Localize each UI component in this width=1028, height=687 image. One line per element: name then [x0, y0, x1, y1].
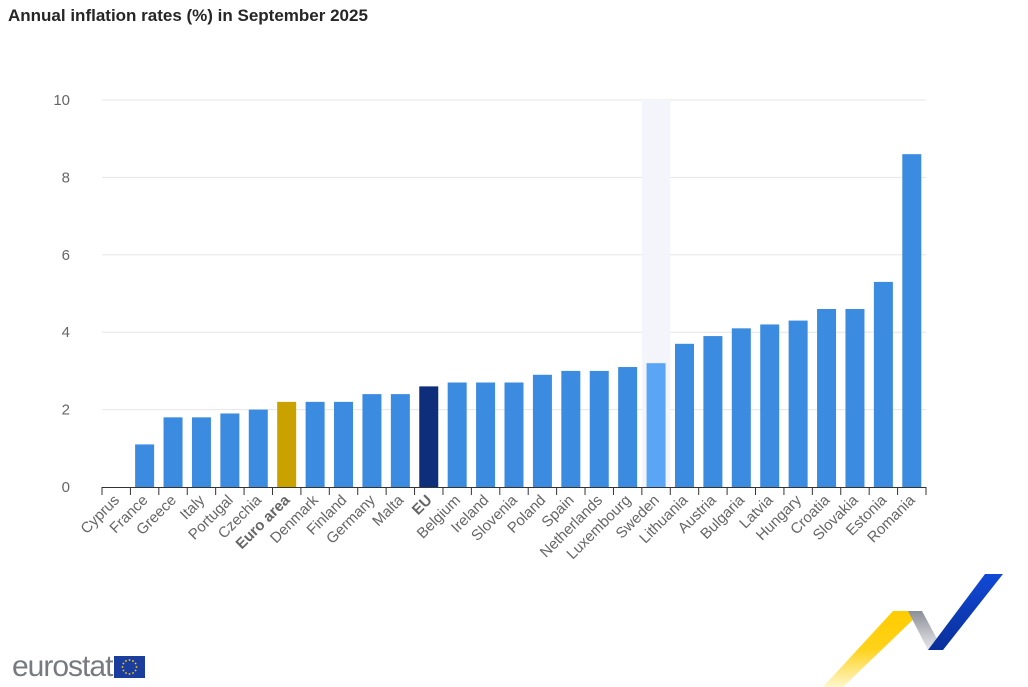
category-labels: CyprusFranceGreeceItalyPortugalCzechiaEu…: [77, 491, 919, 562]
bar-slovakia[interactable]: [845, 308, 865, 487]
x-axis: [101, 487, 927, 495]
bar-france[interactable]: [135, 444, 155, 487]
bar-bulgaria[interactable]: [731, 328, 751, 487]
bar-czechia[interactable]: [248, 409, 268, 487]
bar-belgium[interactable]: [447, 382, 467, 487]
bar-ireland[interactable]: [476, 382, 496, 487]
bar-eu[interactable]: [419, 386, 439, 487]
eurostat-ribbon-decoration: [823, 574, 1003, 687]
bar-luxembourg[interactable]: [618, 367, 638, 487]
bar-estonia[interactable]: [873, 281, 893, 487]
y-tick-label: 2: [62, 402, 70, 419]
bar-portugal[interactable]: [220, 413, 240, 487]
bar-denmark[interactable]: [305, 401, 325, 487]
bar-latvia[interactable]: [760, 324, 780, 487]
bar-austria[interactable]: [703, 336, 723, 487]
bar-lithuania[interactable]: [674, 343, 694, 487]
bar-slovenia[interactable]: [504, 382, 524, 487]
logo-text: eurostat: [12, 650, 113, 683]
x-category-label: Malta: [369, 491, 407, 529]
bar-malta[interactable]: [390, 394, 410, 487]
y-tick-label: 8: [62, 169, 70, 186]
bar-sweden[interactable]: [646, 363, 666, 487]
bar-euro-area[interactable]: [277, 401, 297, 487]
bar-poland[interactable]: [532, 374, 552, 487]
y-tick-label: 6: [62, 247, 70, 264]
chart-title: Annual inflation rates (%) in September …: [8, 6, 368, 25]
y-tick-label: 10: [53, 92, 70, 109]
bar-spain[interactable]: [561, 370, 581, 487]
bars: [135, 154, 922, 487]
y-tick-label: 4: [62, 324, 70, 341]
bar-hungary[interactable]: [788, 320, 808, 487]
bar-germany[interactable]: [362, 394, 382, 487]
bar-croatia[interactable]: [817, 308, 837, 487]
bar-italy[interactable]: [191, 417, 211, 487]
bar-finland[interactable]: [334, 401, 354, 487]
eurostat-logo: eurostat: [12, 650, 146, 684]
bar-netherlands[interactable]: [589, 370, 609, 487]
bar-greece[interactable]: [163, 417, 183, 487]
eu-flag-icon: [114, 656, 146, 678]
y-tick-label: 0: [62, 479, 70, 496]
bar-romania[interactable]: [902, 154, 922, 487]
